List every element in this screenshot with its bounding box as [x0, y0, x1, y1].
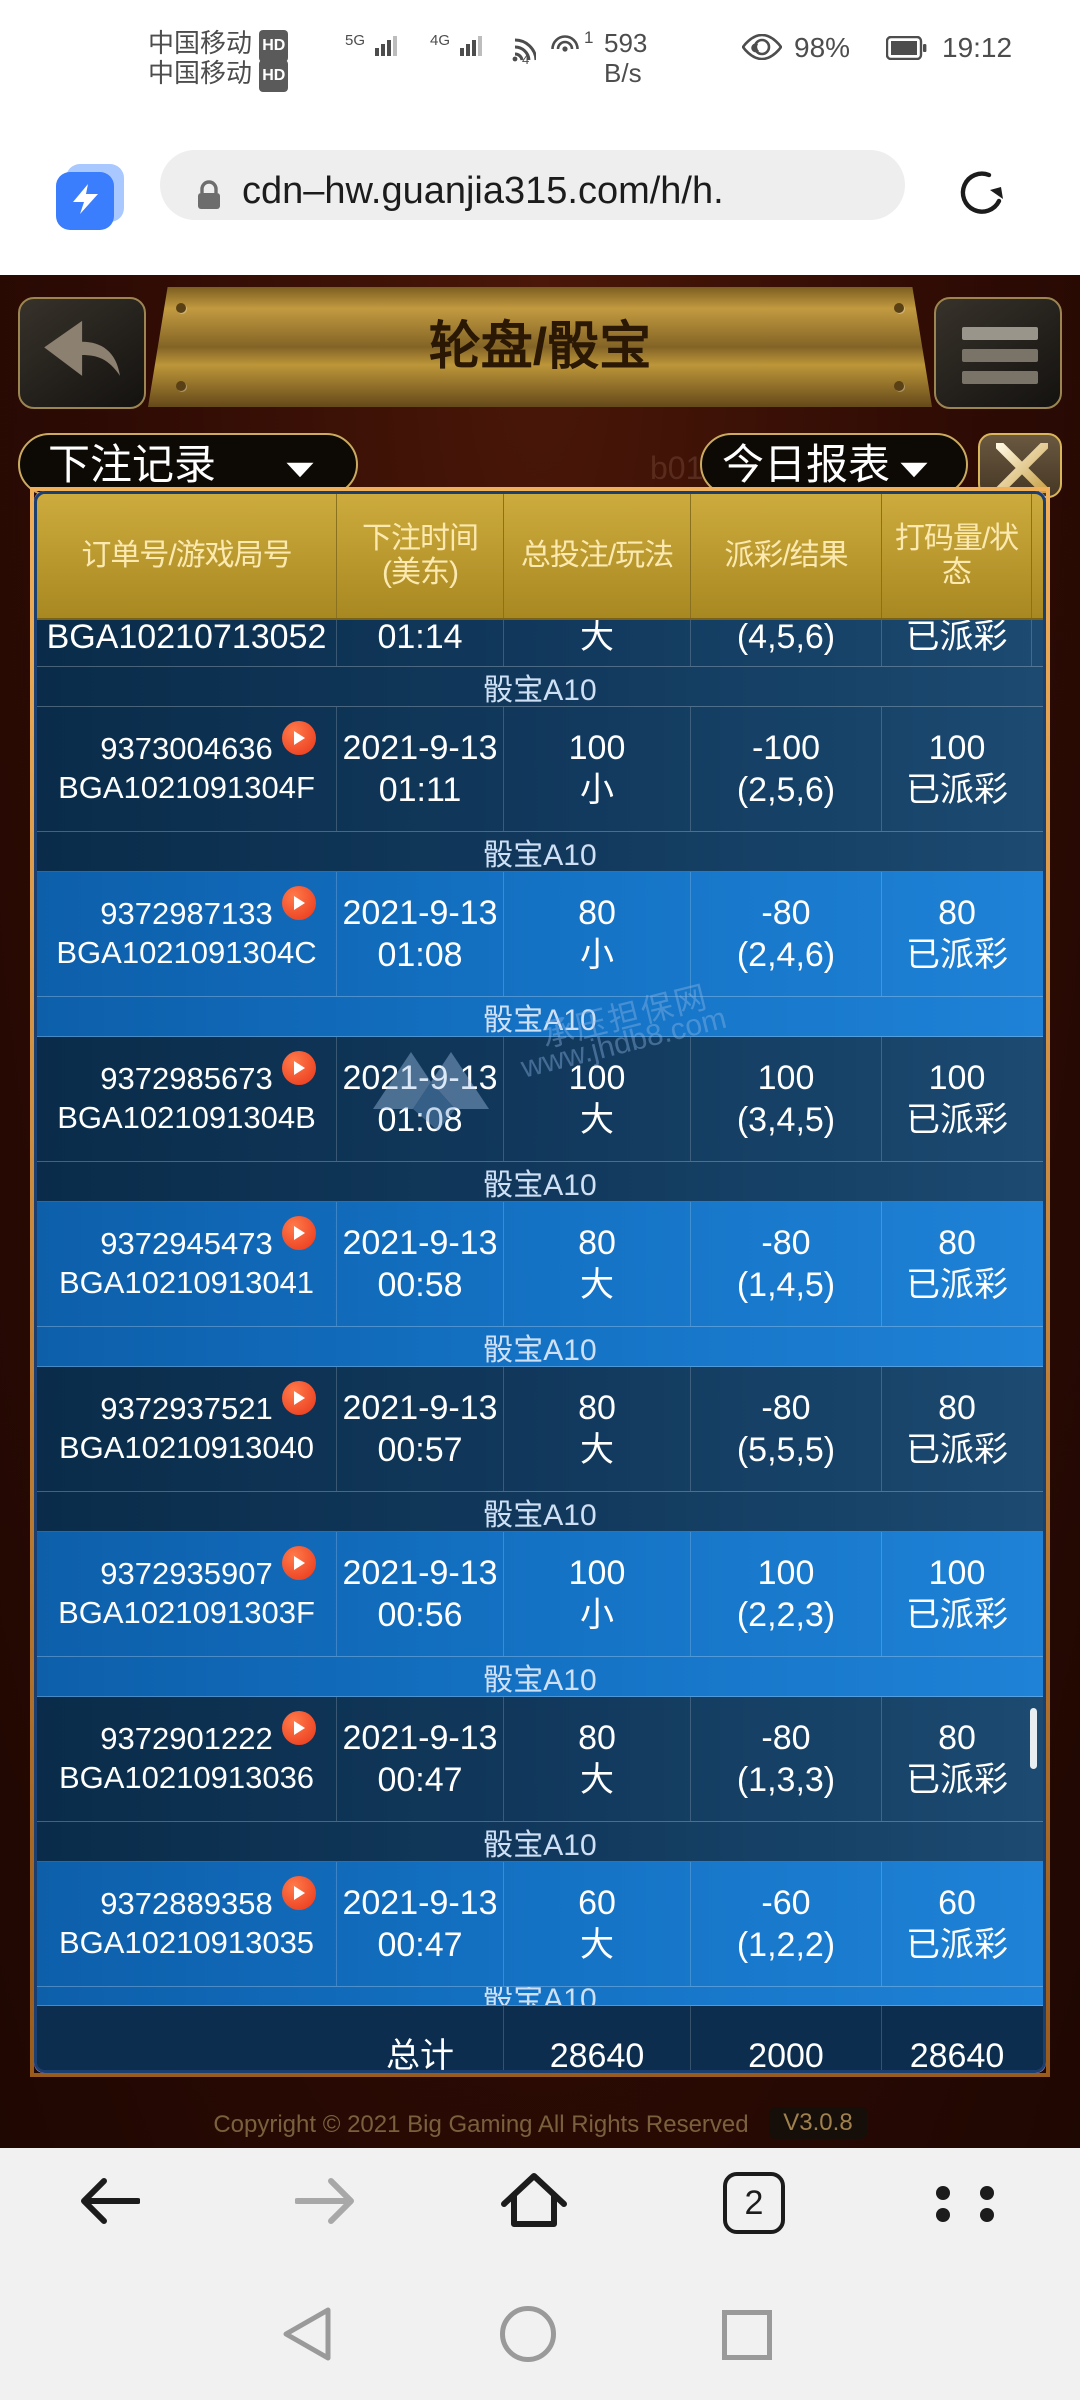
svg-text:4: 4	[522, 52, 529, 64]
